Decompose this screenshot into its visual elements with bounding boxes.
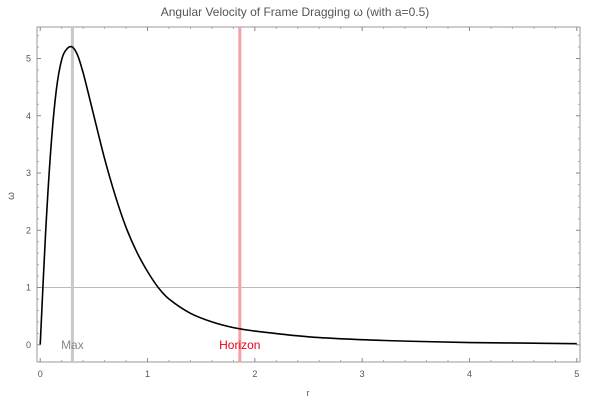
x-tick-label: 2 — [252, 369, 257, 379]
y-tick-label: 0 — [26, 340, 31, 350]
x-tick-label: 5 — [574, 369, 579, 379]
x-axis-label: r — [307, 388, 310, 398]
marker-label-horizon: Horizon — [219, 338, 260, 352]
x-tick-label: 0 — [38, 369, 43, 379]
vertical-markers — [70, 27, 242, 362]
marker-labels: Max Horizon — [61, 338, 260, 352]
y-tick-label: 4 — [26, 111, 31, 121]
y-tick-label: 2 — [26, 225, 31, 235]
y-axis-label: ω — [6, 192, 17, 200]
y-tick-label: 3 — [26, 168, 31, 178]
axis-ticks: 0 1 2 3 4 5 0 1 2 3 4 5 — [26, 27, 580, 379]
marker-label-max: Max — [61, 338, 84, 352]
series-group — [39, 45, 577, 345]
y-tick-label: 5 — [26, 53, 31, 63]
x-tick-label: 4 — [467, 369, 472, 379]
y-tick-label: 1 — [26, 283, 31, 293]
series-line-0 — [39, 45, 577, 345]
x-tick-label: 3 — [360, 369, 365, 379]
x-tick-label: 1 — [145, 369, 150, 379]
chart-title: Angular Velocity of Frame Dragging ω (wi… — [161, 5, 430, 19]
plot-frame — [36, 26, 581, 363]
plot-area: 0 1 2 3 4 5 0 1 2 3 4 5 Max Horizon — [26, 26, 581, 379]
